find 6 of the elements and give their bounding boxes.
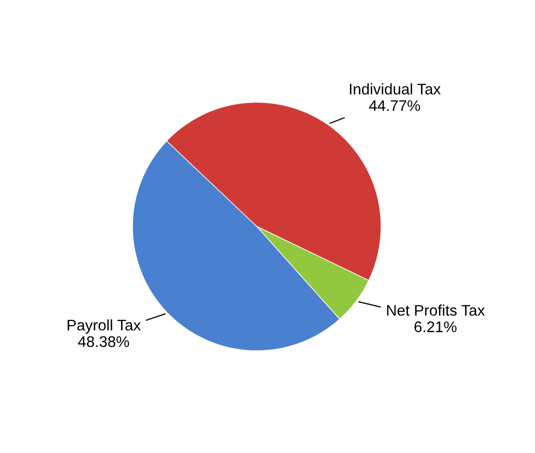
slice-label: Individual Tax bbox=[350, 83, 441, 95]
slice-label: Net Profits Tax bbox=[387, 304, 485, 316]
data-label: 48.38% bbox=[78, 336, 130, 348]
slice-label: Payroll Tax bbox=[68, 319, 141, 334]
data-label: 44.77% bbox=[369, 100, 420, 111]
data-label: 6.21% bbox=[414, 321, 457, 332]
